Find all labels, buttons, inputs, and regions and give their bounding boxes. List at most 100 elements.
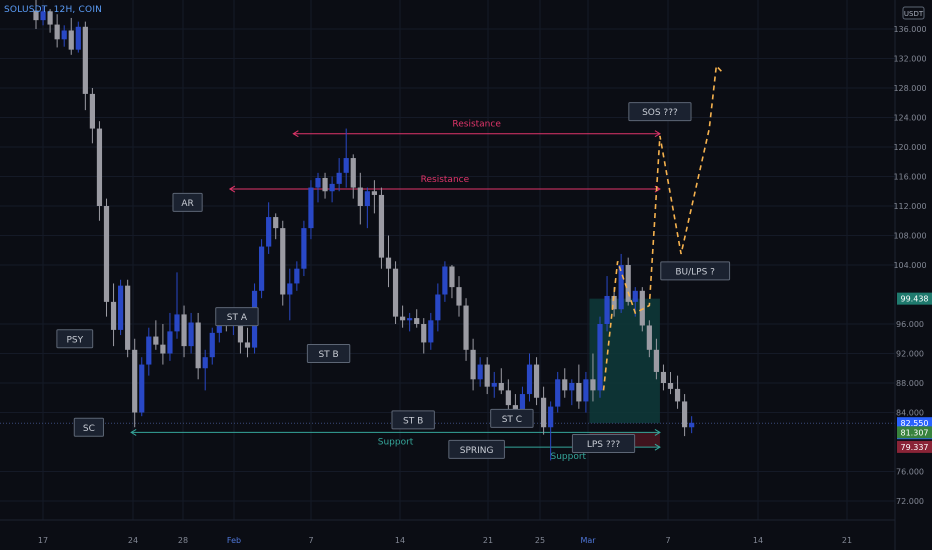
annotation-box [628, 102, 692, 122]
candle-body [484, 364, 490, 387]
candle-body [646, 325, 652, 350]
candle-body [456, 287, 462, 306]
price-badge-box [897, 292, 932, 305]
x-tick-label: 21 [483, 536, 493, 545]
annotation-st-c[interactable]: ST C [490, 408, 534, 428]
annotation-box [306, 344, 351, 363]
candle-body [54, 24, 60, 40]
candle-body [33, 10, 39, 21]
candle-body [414, 318, 420, 324]
candle-body [625, 265, 631, 302]
price-badge-label: 79.337 [901, 443, 929, 452]
candle-body [322, 177, 328, 192]
candle-body [259, 246, 265, 291]
candle-body [562, 379, 568, 391]
candle-body [378, 194, 385, 258]
candle-body [61, 30, 67, 40]
annotation-sos-[interactable]: SOS ??? [628, 102, 692, 122]
candle-body [667, 383, 674, 389]
x-tick-label: 17 [38, 536, 48, 545]
candle-body [216, 320, 222, 333]
candle-body [174, 314, 180, 332]
level-arrow-left [228, 185, 236, 193]
y-tick-label: 104.000 [893, 261, 926, 270]
annotation-text: ST C [502, 415, 522, 425]
annotation-psy[interactable]: PSY [56, 329, 94, 349]
candle-body [604, 295, 610, 324]
annotation-lps-[interactable]: LPS ??? [571, 433, 636, 453]
candle-body [364, 191, 370, 206]
x-tick-label: Feb [227, 536, 241, 545]
candle-body [237, 321, 244, 343]
candle-body [153, 336, 159, 345]
y-tick-label: 136.000 [893, 25, 926, 34]
level-label: Resistance [421, 175, 470, 185]
y-tick-label: 76.000 [896, 468, 924, 477]
candle-body [167, 331, 173, 354]
price-badge-label: 82.550 [901, 419, 929, 428]
annotation-bu-lps-[interactable]: BU/LPS ? [660, 261, 731, 281]
candle-body [202, 357, 208, 369]
annotation-st-b[interactable]: ST B [306, 344, 351, 363]
annotation-ar[interactable]: AR [172, 192, 203, 212]
candle-body [181, 314, 187, 347]
candle-body [639, 290, 645, 326]
annotation-sc[interactable]: SC [73, 417, 104, 437]
annotation-text: AR [181, 199, 193, 209]
y-tick-label: 84.000 [896, 409, 924, 418]
candle-body [470, 349, 476, 380]
candle-body [371, 191, 377, 195]
candle-body [273, 217, 279, 229]
annotation-st-a[interactable]: ST A [215, 307, 259, 327]
candle-body [449, 266, 455, 288]
price-axis: 136.000 132.000 128.000 124.000 120.000 116.0… [893, 0, 927, 550]
y-tick-label: 124.000 [893, 114, 926, 123]
currency-badge[interactable]: USDT [902, 6, 925, 20]
candle-body [146, 336, 152, 365]
candle-body [407, 318, 413, 321]
candle-body [682, 401, 688, 428]
candle-body [336, 172, 342, 184]
candle-body [195, 322, 201, 369]
candle-body [505, 390, 511, 406]
candle-body [103, 206, 110, 302]
candle-body [674, 388, 681, 402]
candle-body [308, 187, 314, 229]
candle-body [569, 383, 575, 391]
candle-body [689, 422, 695, 428]
candle-body [40, 11, 46, 21]
candle-body [357, 187, 363, 206]
currency-badge-box [902, 6, 925, 20]
candle-body [611, 295, 617, 310]
level-label: Support [378, 437, 414, 447]
candle-body [350, 158, 356, 188]
candle-body [280, 228, 286, 295]
candle-body [491, 383, 497, 387]
candle-body [96, 128, 103, 206]
annotation-spring[interactable]: SPRING [448, 439, 505, 459]
symbol-title[interactable]: SOLUSDT, 12H, COIN [4, 5, 103, 15]
annotation-st-b[interactable]: ST B [391, 410, 435, 430]
candle-body [541, 397, 547, 428]
annotation-box [172, 192, 203, 212]
candle-body [188, 322, 194, 347]
x-tick-label: 7 [308, 536, 313, 545]
candle-body [400, 316, 406, 321]
candle-body [555, 379, 561, 407]
annotation-box [660, 261, 731, 281]
candle-body [75, 26, 81, 50]
level-label: Resistance [452, 120, 501, 130]
candle-body [209, 332, 215, 358]
x-tick-label: 25 [535, 536, 545, 545]
candle-body [442, 266, 448, 295]
candle-body [421, 324, 427, 343]
candle-body [583, 379, 589, 402]
x-tick-label: 24 [128, 536, 138, 545]
candle-body [526, 364, 533, 395]
price-badge: 79.337 [897, 440, 932, 453]
level-arrow-right [654, 428, 661, 436]
candle-body [110, 301, 117, 330]
